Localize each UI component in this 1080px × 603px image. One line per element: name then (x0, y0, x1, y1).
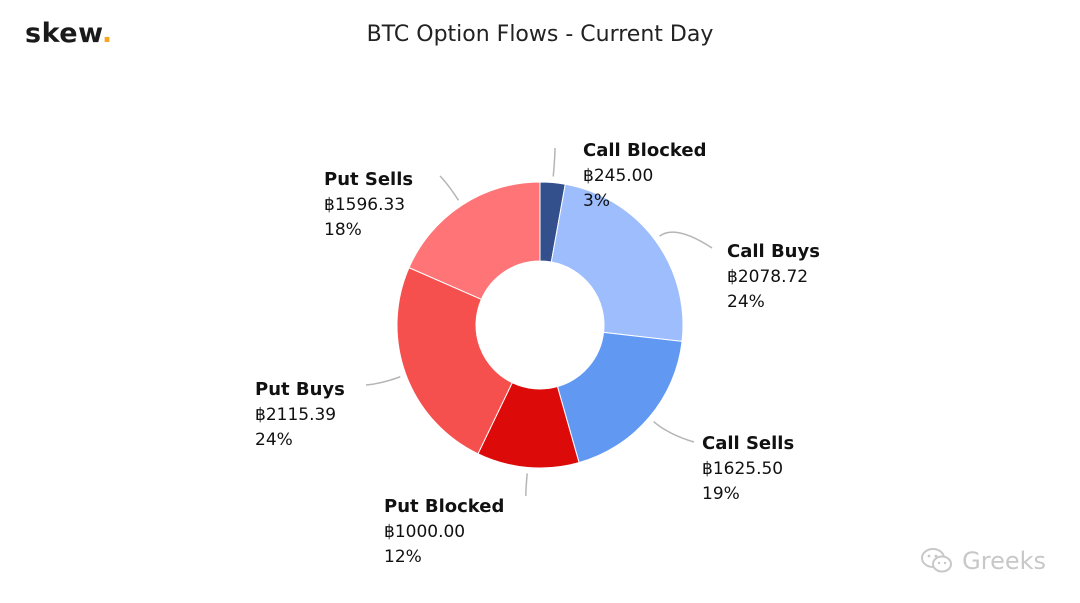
slice-label-name: Call Blocked (583, 140, 706, 161)
watermark: Greeks (920, 547, 1046, 575)
slice-labels: Call Blocked ฿245.00 3% Call Buys ฿2078.72 24… (255, 140, 820, 567)
slice-label-name: Put Buys (255, 379, 345, 400)
slice-label-value: ฿2115.39 (255, 405, 336, 425)
watermark-text: Greeks (962, 547, 1046, 575)
slice-label-value: ฿1596.33 (324, 195, 405, 215)
donut-slices (396, 181, 684, 469)
slice-label-name: Put Sells (324, 169, 413, 190)
leader-line (552, 147, 556, 177)
slice-label-percent: 24% (255, 430, 293, 450)
slice-label-percent: 24% (727, 292, 765, 312)
donut-slice-put-sells[interactable] (408, 181, 541, 300)
slice-label-value: ฿245.00 (583, 166, 653, 186)
slice-label-name: Call Buys (727, 241, 820, 262)
slice-label-percent: 3% (583, 191, 610, 211)
slice-label-percent: 18% (324, 220, 362, 240)
donut-slice-call-sells[interactable] (556, 331, 683, 464)
slice-label-percent: 19% (702, 484, 740, 504)
slice-label-name: Put Blocked (384, 496, 504, 517)
slice-label-value: ฿1000.00 (384, 522, 465, 542)
slice-label-value: ฿2078.72 (727, 267, 808, 287)
slice-label-name: Call Sells (702, 433, 794, 454)
donut-slice-put-buys[interactable] (396, 266, 513, 455)
leader-line (653, 420, 695, 443)
label-leader-lines (365, 147, 713, 497)
leader-line (439, 175, 460, 201)
skew-logo: skew. (25, 18, 113, 49)
donut-slice-call-buys[interactable] (550, 183, 684, 342)
brand-name: skew (25, 18, 102, 49)
leader-line (365, 376, 401, 386)
slice-label-value: ฿1625.50 (702, 459, 783, 479)
slice-label-percent: 12% (384, 547, 422, 567)
leader-line (659, 231, 713, 249)
leader-line (525, 473, 528, 497)
chart-title: BTC Option Flows - Current Day (366, 22, 714, 47)
brand-dot: . (101, 18, 113, 49)
wechat-icon (920, 547, 954, 575)
